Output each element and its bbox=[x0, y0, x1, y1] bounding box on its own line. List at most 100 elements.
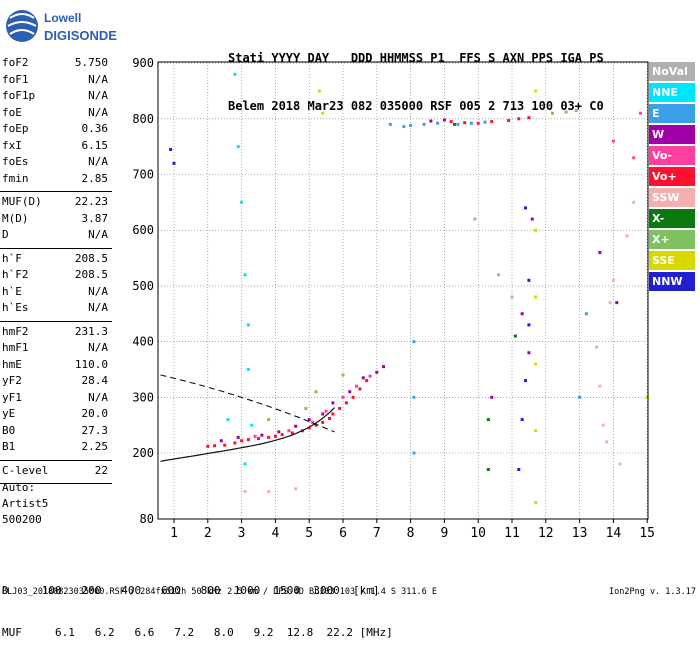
param-value: N/A bbox=[88, 390, 108, 404]
echo-point bbox=[463, 121, 467, 125]
param-value: 28.4 bbox=[81, 374, 109, 387]
legend-item-nne: NNE bbox=[649, 83, 695, 102]
legend-item-sse: SSE bbox=[649, 251, 695, 270]
echo-point bbox=[327, 416, 331, 420]
param-row-clevel: C-level 22 bbox=[0, 464, 112, 481]
echo-point bbox=[243, 490, 247, 493]
x-tick-label: 7 bbox=[373, 526, 381, 541]
series-nne bbox=[226, 72, 254, 466]
param-row-foe: foE N/A bbox=[0, 106, 112, 123]
param-value: 22 bbox=[94, 463, 108, 477]
echo-point bbox=[608, 301, 612, 305]
echo-point bbox=[226, 418, 230, 422]
echo-point bbox=[601, 423, 605, 427]
muf-row: MUF 6.1 6.2 6.6 7.2 8.0 9.2 12.8 22.2 [M… bbox=[2, 626, 393, 640]
param-value: 110.0 bbox=[74, 357, 108, 371]
legend-item-xminus: X- bbox=[649, 209, 695, 228]
echo-point bbox=[348, 390, 352, 394]
echo-point bbox=[551, 111, 555, 115]
param-label: foEs bbox=[2, 155, 29, 168]
echo-point bbox=[456, 122, 460, 126]
echo-point bbox=[517, 117, 521, 121]
echo-point bbox=[243, 273, 247, 277]
echo-point bbox=[412, 395, 416, 399]
echo-point bbox=[527, 351, 531, 355]
echo-point bbox=[496, 273, 500, 277]
param-label: hmF2 bbox=[2, 324, 29, 338]
digisonde-globe-icon bbox=[6, 10, 38, 42]
echo-point bbox=[520, 418, 524, 422]
echo-point bbox=[338, 406, 342, 410]
echo-point bbox=[625, 234, 629, 238]
echo-point bbox=[267, 490, 271, 493]
x-tick-label: 15 bbox=[639, 526, 655, 541]
param-row-md: M(D) 3.87 bbox=[0, 212, 112, 229]
chart-grid bbox=[158, 62, 648, 523]
echo-point bbox=[453, 122, 457, 126]
y-tick-label: 80 bbox=[140, 512, 154, 526]
param-value: 27.3 bbox=[81, 423, 109, 437]
echo-point bbox=[486, 468, 490, 471]
echo-point bbox=[402, 125, 406, 129]
series-vominus bbox=[253, 111, 642, 438]
param-row-yf1: yF1 N/A bbox=[0, 391, 112, 408]
echo-point bbox=[476, 121, 480, 125]
echo-point bbox=[632, 156, 636, 160]
param-row-fof1p: foF1p N/A bbox=[0, 89, 112, 106]
echo-point bbox=[287, 429, 291, 433]
echo-point bbox=[321, 111, 325, 115]
lowell-digisonde-logo: Lowell DIGISONDE bbox=[6, 10, 117, 43]
param-label: foF1 bbox=[2, 72, 29, 86]
muf-label: MUF bbox=[2, 626, 22, 639]
auto-version: 500200 bbox=[2, 513, 42, 526]
echo-point bbox=[253, 434, 257, 438]
param-label: yE bbox=[2, 407, 16, 420]
echo-point bbox=[483, 120, 487, 124]
param-row-mufd: MUF(D) 22.23 bbox=[0, 195, 112, 212]
legend-item-nnw: NNW bbox=[649, 272, 695, 291]
echo-point bbox=[375, 370, 379, 374]
echo-point bbox=[524, 206, 528, 210]
echo-point bbox=[280, 433, 284, 437]
echo-point bbox=[449, 120, 453, 124]
param-label: foEp bbox=[2, 122, 29, 135]
param-value: N/A bbox=[88, 284, 108, 298]
echo-point bbox=[331, 412, 335, 416]
echo-point bbox=[638, 111, 642, 115]
param-row-hmf1: hmF1 N/A bbox=[0, 341, 112, 358]
muf-values: 6.1 6.2 6.6 7.2 8.0 9.2 12.8 22.2 [MHz] bbox=[21, 626, 393, 639]
y-tick-label: 900 bbox=[132, 56, 154, 70]
param-row-hf2: h`F2 208.5 bbox=[0, 268, 112, 285]
y-tick-labels: 80 200 300 400 500 600 700 800 900 bbox=[132, 56, 154, 526]
echo-point bbox=[368, 374, 372, 378]
param-value: 3.87 bbox=[81, 211, 109, 225]
echo-point bbox=[645, 395, 649, 399]
echo-point bbox=[388, 122, 392, 126]
param-label: hmF1 bbox=[2, 341, 29, 354]
scaled-parameters-panel: foF2 5.750 foF1 N/A foF1p N/A foE N/A foEp 0.36 fx… bbox=[0, 56, 112, 487]
series-ssw bbox=[243, 200, 636, 493]
param-separator bbox=[0, 247, 112, 249]
echo-point bbox=[267, 418, 271, 422]
file-info-footer: BLJ03_20180823035000.RSF / 284fx512h 50 … bbox=[2, 587, 437, 597]
echo-point bbox=[294, 424, 298, 428]
echo-point bbox=[361, 376, 365, 380]
echo-point bbox=[517, 468, 521, 471]
echo-point bbox=[277, 430, 281, 434]
param-value: 5.750 bbox=[74, 56, 108, 69]
echo-point bbox=[246, 438, 250, 442]
param-separator bbox=[0, 320, 112, 322]
param-label: M(D) bbox=[2, 211, 29, 225]
distance-row: D 100 200 400 600 800 1000 1500 3000 [km… bbox=[2, 584, 393, 598]
auto-label: Auto: bbox=[2, 481, 36, 494]
param-row-ye: yE 20.0 bbox=[0, 407, 112, 424]
param-label: h`F bbox=[2, 251, 22, 265]
auto-program: Artist5 bbox=[2, 497, 49, 510]
echo-point bbox=[341, 373, 345, 377]
header-row-values: Belem 2018 Mar23 082 035000 RSF 005 2 71… bbox=[228, 99, 604, 113]
echo-point bbox=[527, 323, 531, 327]
echo-point bbox=[534, 501, 538, 504]
param-value: N/A bbox=[88, 72, 108, 86]
x-tick-label: 14 bbox=[606, 526, 622, 541]
echo-point bbox=[355, 384, 359, 388]
